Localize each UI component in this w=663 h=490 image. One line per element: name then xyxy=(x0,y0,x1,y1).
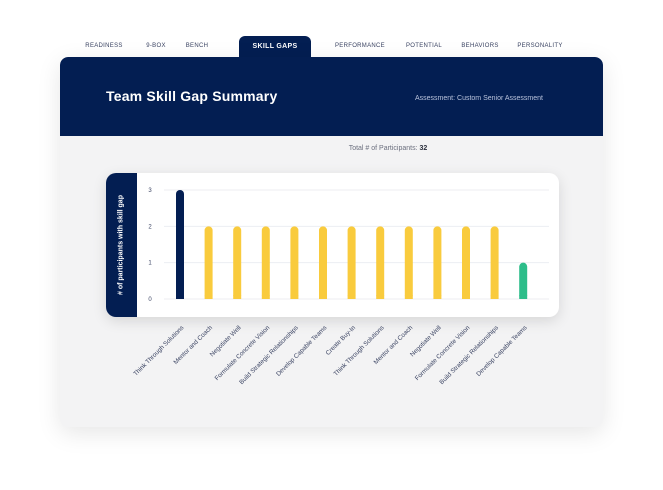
bar[interactable] xyxy=(347,226,356,299)
tab-bench[interactable]: BENCH xyxy=(185,43,209,49)
y-tick-label: 1 xyxy=(148,261,152,267)
bar[interactable] xyxy=(290,226,299,299)
bar-base xyxy=(490,295,499,299)
bar[interactable] xyxy=(204,226,213,299)
summary-header: Team Skill Gap Summary Assessment: Custo… xyxy=(60,57,603,136)
y-tick-label: 2 xyxy=(148,224,152,230)
bar[interactable] xyxy=(433,226,442,299)
bar-base xyxy=(519,295,528,299)
bar-base xyxy=(462,295,470,299)
bar[interactable] xyxy=(490,226,499,299)
chart-card: # of participants with skill gap 0 1 2 3 xyxy=(106,173,559,317)
tab-potential[interactable]: POTENTIAL xyxy=(405,43,443,49)
tab-skill-gaps[interactable]: SKILL GAPS xyxy=(239,36,311,58)
bar[interactable] xyxy=(519,262,528,299)
participants-label: Total # of Participants: xyxy=(348,145,418,152)
tab-bar: READINESS 9-BOX BENCH SKILL GAPS PERFORM… xyxy=(60,34,603,58)
bar-base xyxy=(233,295,242,299)
bar-base xyxy=(347,295,356,299)
y-axis-label-band: # of participants with skill gap xyxy=(106,173,137,317)
bar[interactable] xyxy=(261,226,270,299)
tab-behaviors[interactable]: BEHAVIORS xyxy=(461,43,499,49)
bar-base xyxy=(176,295,184,299)
tab-9-box[interactable]: 9-BOX xyxy=(146,43,166,49)
tab-personality[interactable]: PERSONALITY xyxy=(517,43,563,49)
assessment-label: Assessment: Custom Senior Assessment xyxy=(415,95,543,102)
bar-base xyxy=(376,295,385,299)
bar-base xyxy=(261,295,270,299)
bar-base xyxy=(204,295,213,299)
page-title: Team Skill Gap Summary xyxy=(106,88,278,104)
bar-base xyxy=(404,295,413,299)
skill-gap-bar-chart: 0 1 2 3 xyxy=(148,188,549,303)
bar[interactable] xyxy=(404,226,413,299)
y-tick-label: 0 xyxy=(148,297,152,303)
bar[interactable] xyxy=(376,226,385,299)
participants-total: Total # of Participants: 32 xyxy=(60,145,603,152)
bar-base xyxy=(319,295,327,299)
bar[interactable] xyxy=(319,226,327,299)
bar[interactable] xyxy=(176,190,184,299)
bar[interactable] xyxy=(462,226,470,299)
bar-base xyxy=(433,295,442,299)
y-tick-label: 3 xyxy=(148,188,152,194)
bar-base xyxy=(290,295,299,299)
tab-performance[interactable]: PERFORMANCE xyxy=(335,43,385,49)
tab-readiness[interactable]: READINESS xyxy=(85,43,123,49)
participants-count: 32 xyxy=(419,145,428,152)
bar[interactable] xyxy=(233,226,242,299)
